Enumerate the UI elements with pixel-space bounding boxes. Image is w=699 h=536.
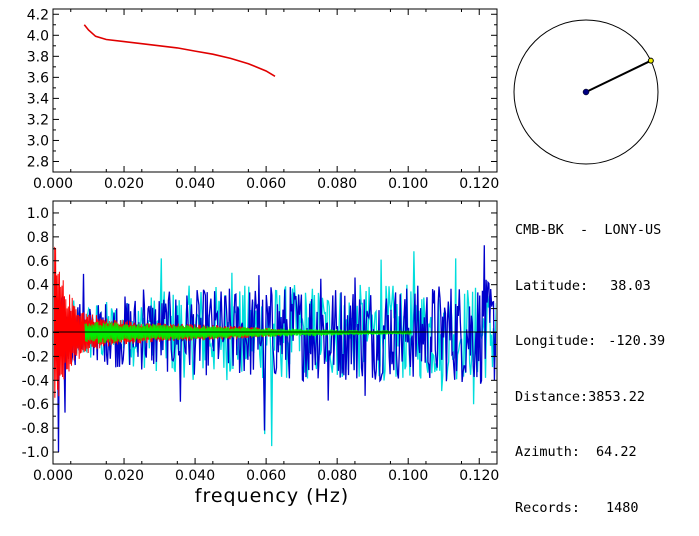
top-ytick-label: 4.0 [27, 28, 49, 44]
bottom-ytick-label: 0.4 [27, 278, 49, 294]
top-ytick-label: 2.8 [27, 154, 49, 170]
bottom-series-group [54, 245, 496, 453]
bottom-xtick-label: 0.120 [459, 468, 499, 484]
bottom-ytick-label: -0.4 [22, 373, 49, 389]
top-xtick-label: 0.040 [175, 176, 215, 192]
bottom-ytick-label: 0.6 [27, 254, 49, 270]
records-value: 1480 [606, 499, 639, 516]
station-pair: CMB-BK - LONY-US [515, 222, 662, 238]
top-xtick-label: 0.000 [33, 176, 73, 192]
bottom-ytick-label: -0.2 [22, 349, 49, 365]
top-panel-frame [52, 8, 498, 173]
distance-label: Distance: [515, 388, 589, 405]
top-ticks: 0.000 0.020 0.040 0.060 0.080 0.100 0.120 2.8 3.… [27, 7, 500, 192]
imaginary-part-line [70, 251, 496, 447]
azimuth-row: Azimuth: 64.22 [515, 443, 665, 462]
latitude-row: Latitude: 38.03 [515, 277, 665, 296]
bottom-ytick-label: -0.8 [22, 421, 49, 437]
top-ytick-label: 3.8 [27, 49, 49, 65]
top-xtick-label: 0.100 [388, 176, 428, 192]
top-ytick-label: 3.2 [27, 112, 49, 128]
bottom-ytick-label: -0.6 [22, 397, 49, 413]
bottom-xtick-label: 0.080 [317, 468, 357, 484]
top-xtick-label: 0.020 [104, 176, 144, 192]
compass-tip-dot [647, 57, 654, 64]
azimuth-compass [513, 19, 659, 165]
figure: 0.000 0.020 0.040 0.060 0.080 0.100 0.120 2.8 3.… [22, 7, 659, 507]
records-row: Records: 1480 [515, 499, 665, 518]
phase-velocity-line [83, 24, 276, 77]
station-info-panel: CMB-BK - LONY-US Latitude: 38.03 Longitud… [515, 184, 665, 536]
compass-center-dot [582, 88, 590, 96]
x-axis-title: frequency (Hz) [195, 485, 349, 507]
top-ytick-label: 3.0 [27, 133, 49, 149]
bottom-xtick-label: 0.100 [388, 468, 428, 484]
bottom-ytick-label: 0.2 [27, 302, 49, 318]
compass-circle [513, 19, 659, 165]
bottom-ytick-label: 1.0 [27, 206, 49, 222]
bottom-panel: 0.000 0.020 0.040 0.060 0.080 0.100 0.120 -1.0 -… [22, 200, 499, 507]
top-ytick-label: 3.4 [27, 91, 49, 107]
bottom-xtick-label: 0.060 [246, 468, 286, 484]
bottom-xtick-label: 0.000 [33, 468, 73, 484]
azimuth-needle [585, 59, 652, 93]
top-ytick-label: 4.2 [27, 7, 49, 23]
latitude-value: 38.03 [610, 277, 651, 294]
bottom-ticks: 0.000 0.020 0.040 0.060 0.080 0.100 0.120 -1.0 -… [22, 200, 499, 484]
distance-value: 3853.22 [588, 388, 646, 405]
azimuth-value: 64.22 [596, 444, 637, 460]
distance-row: Distance:3853.22 [515, 388, 665, 407]
top-panel: 0.000 0.020 0.040 0.060 0.080 0.100 0.120 2.8 3.… [27, 7, 500, 192]
bottom-ytick-label: 0.0 [27, 326, 49, 342]
bottom-ytick-label: 0.8 [27, 230, 49, 246]
longitude-label: Longitude: [515, 333, 597, 349]
latitude-label: Latitude: [515, 277, 589, 294]
bottom-ytick-label: -1.0 [22, 445, 49, 461]
longitude-value: -120.39 [608, 333, 666, 349]
bottom-xtick-label: 0.040 [175, 468, 215, 484]
top-xtick-label: 0.060 [246, 176, 286, 192]
records-label: Records: [515, 499, 581, 516]
top-ytick-label: 3.6 [27, 70, 49, 86]
azimuth-label: Azimuth: [515, 444, 581, 460]
top-xtick-label: 0.080 [317, 176, 357, 192]
top-series-group [83, 24, 276, 77]
bottom-xtick-label: 0.020 [104, 468, 144, 484]
top-xtick-label: 0.120 [459, 176, 499, 192]
longitude-row: Longitude: -120.39 [515, 332, 665, 351]
real-part-line [54, 245, 496, 453]
